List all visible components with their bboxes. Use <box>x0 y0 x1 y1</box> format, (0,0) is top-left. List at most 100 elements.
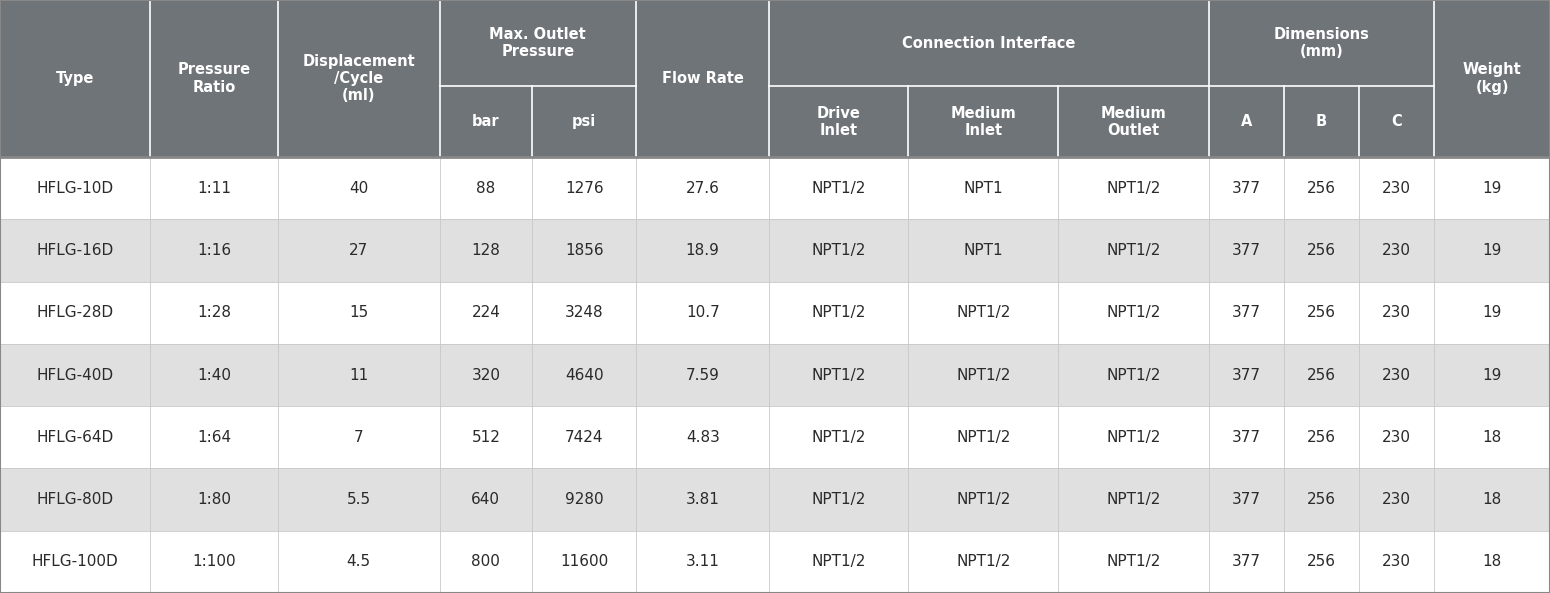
Bar <box>0 0 150 157</box>
Bar <box>440 0 636 87</box>
Bar <box>769 0 1209 87</box>
Text: 4.5: 4.5 <box>347 554 370 569</box>
Bar <box>636 0 769 157</box>
Text: 377: 377 <box>1232 430 1260 445</box>
Text: 10.7: 10.7 <box>685 305 719 320</box>
Text: 640: 640 <box>471 492 501 507</box>
Text: 3.11: 3.11 <box>685 554 719 569</box>
Text: NPT1/2: NPT1/2 <box>812 554 866 569</box>
Text: 377: 377 <box>1232 492 1260 507</box>
Text: 230: 230 <box>1383 554 1411 569</box>
Text: 1856: 1856 <box>564 243 603 258</box>
Text: 7: 7 <box>353 430 363 445</box>
Text: NPT1/2: NPT1/2 <box>812 305 866 320</box>
Text: 1:28: 1:28 <box>197 305 231 320</box>
Text: NPT1/2: NPT1/2 <box>1107 554 1161 569</box>
Bar <box>1209 87 1283 157</box>
Text: Drive
Inlet: Drive Inlet <box>817 106 860 138</box>
Text: NPT1/2: NPT1/2 <box>812 181 866 196</box>
Text: HFLG-100D: HFLG-100D <box>33 554 118 569</box>
Text: 19: 19 <box>1482 181 1502 196</box>
Text: HFLG-28D: HFLG-28D <box>37 305 113 320</box>
Text: 230: 230 <box>1383 305 1411 320</box>
Text: Flow Rate: Flow Rate <box>662 71 744 86</box>
Text: 27.6: 27.6 <box>685 181 719 196</box>
Text: 377: 377 <box>1232 368 1260 382</box>
Bar <box>1434 0 1550 157</box>
Text: NPT1: NPT1 <box>964 181 1003 196</box>
Text: NPT1/2: NPT1/2 <box>956 368 1011 382</box>
Text: NPT1/2: NPT1/2 <box>1107 243 1161 258</box>
Text: 230: 230 <box>1383 368 1411 382</box>
Text: 320: 320 <box>471 368 501 382</box>
Text: 27: 27 <box>349 243 369 258</box>
Text: NPT1/2: NPT1/2 <box>956 554 1011 569</box>
Text: 3248: 3248 <box>564 305 603 320</box>
Text: B: B <box>1316 114 1327 129</box>
Text: Medium
Outlet: Medium Outlet <box>1100 106 1167 138</box>
Text: 512: 512 <box>471 430 501 445</box>
Text: 256: 256 <box>1307 243 1336 258</box>
Text: NPT1/2: NPT1/2 <box>1107 305 1161 320</box>
Text: 230: 230 <box>1383 430 1411 445</box>
Text: HFLG-80D: HFLG-80D <box>37 492 113 507</box>
Text: 4640: 4640 <box>564 368 603 382</box>
Text: 15: 15 <box>349 305 369 320</box>
Text: NPT1/2: NPT1/2 <box>1107 181 1161 196</box>
Text: 800: 800 <box>471 554 501 569</box>
Bar <box>0 468 1550 531</box>
Text: 88: 88 <box>476 181 496 196</box>
Text: NPT1/2: NPT1/2 <box>1107 492 1161 507</box>
Text: 377: 377 <box>1232 305 1260 320</box>
Text: 7.59: 7.59 <box>685 368 719 382</box>
Text: NPT1/2: NPT1/2 <box>1107 430 1161 445</box>
Text: HFLG-64D: HFLG-64D <box>37 430 113 445</box>
Text: 224: 224 <box>471 305 501 320</box>
Text: 256: 256 <box>1307 554 1336 569</box>
Bar <box>1359 87 1434 157</box>
Bar <box>1059 87 1209 157</box>
Text: 9280: 9280 <box>564 492 603 507</box>
Bar <box>0 344 1550 406</box>
Text: 1:40: 1:40 <box>197 368 231 382</box>
Text: psi: psi <box>572 114 597 129</box>
Text: 1:11: 1:11 <box>197 181 231 196</box>
Bar <box>0 157 1550 219</box>
Bar <box>908 87 1059 157</box>
Bar <box>0 282 1550 344</box>
Text: Connection Interface: Connection Interface <box>902 36 1076 51</box>
Text: Pressure
Ratio: Pressure Ratio <box>177 62 251 95</box>
Bar <box>532 87 636 157</box>
Text: NPT1/2: NPT1/2 <box>812 368 866 382</box>
Bar <box>440 87 532 157</box>
Text: 5.5: 5.5 <box>347 492 370 507</box>
Text: 230: 230 <box>1383 181 1411 196</box>
Text: NPT1: NPT1 <box>964 243 1003 258</box>
Text: 377: 377 <box>1232 243 1260 258</box>
Text: NPT1/2: NPT1/2 <box>812 430 866 445</box>
Text: 7424: 7424 <box>564 430 603 445</box>
Text: 230: 230 <box>1383 243 1411 258</box>
Text: NPT1/2: NPT1/2 <box>812 243 866 258</box>
Text: 19: 19 <box>1482 305 1502 320</box>
Text: NPT1/2: NPT1/2 <box>956 430 1011 445</box>
Text: HFLG-10D: HFLG-10D <box>37 181 113 196</box>
Text: 11600: 11600 <box>560 554 608 569</box>
Bar <box>277 0 440 157</box>
Text: 256: 256 <box>1307 430 1336 445</box>
Text: 11: 11 <box>349 368 369 382</box>
Bar <box>0 219 1550 282</box>
Text: 128: 128 <box>471 243 501 258</box>
Text: NPT1/2: NPT1/2 <box>812 492 866 507</box>
Text: 40: 40 <box>349 181 369 196</box>
Text: 1:80: 1:80 <box>197 492 231 507</box>
Text: Max. Outlet
Pressure: Max. Outlet Pressure <box>490 27 586 59</box>
Bar <box>769 87 908 157</box>
Text: 256: 256 <box>1307 305 1336 320</box>
Text: C: C <box>1392 114 1403 129</box>
Text: 3.81: 3.81 <box>685 492 719 507</box>
Bar <box>0 531 1550 593</box>
Text: 19: 19 <box>1482 243 1502 258</box>
Text: 256: 256 <box>1307 492 1336 507</box>
Text: Dimensions
(mm): Dimensions (mm) <box>1274 27 1370 59</box>
